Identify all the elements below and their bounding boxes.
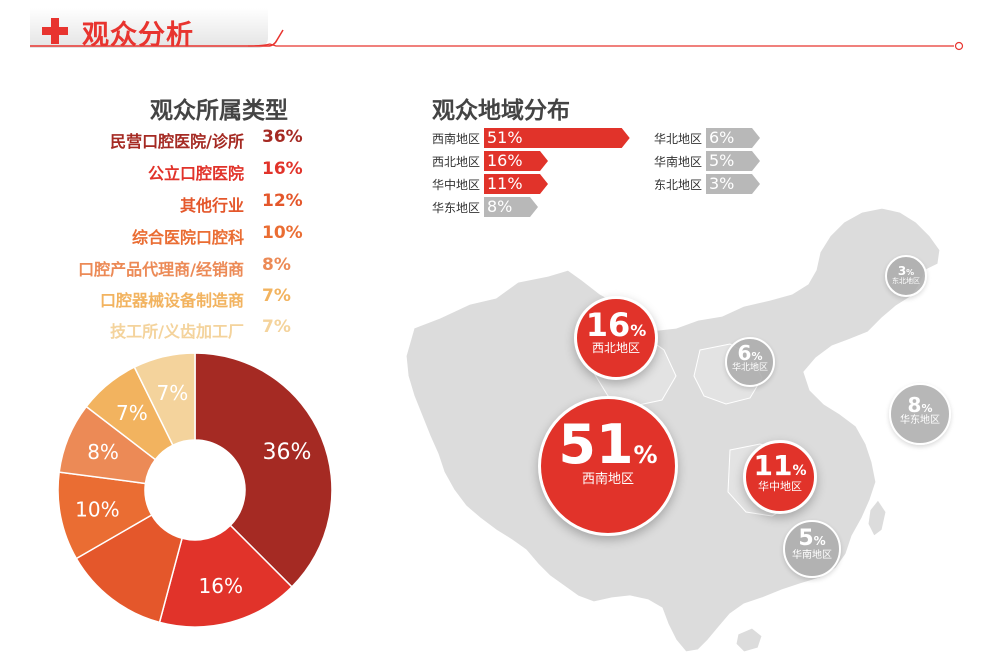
region-bar-value: 51%: [487, 128, 523, 147]
region-bubble: 5% 华南地区: [783, 520, 841, 578]
region-bar-label: 东北地区: [654, 178, 703, 192]
donut-slice: [133, 352, 196, 447]
type-label: 口腔产品代理商/经销商: [78, 260, 244, 279]
donut-slice: [194, 352, 333, 588]
region-bubble: 8% 华东地区: [889, 383, 951, 445]
donut-slice: [75, 513, 183, 624]
region-bar: [706, 151, 760, 171]
region-bubble-value: 5%: [798, 526, 826, 552]
donut-slice-label: 10%: [75, 497, 119, 521]
region-bar: [484, 174, 548, 194]
donut-slice-label: 7%: [157, 381, 189, 405]
page-title: 观众分析: [82, 20, 194, 51]
region-bubble-label: 西北地区: [591, 341, 640, 355]
region-bubble-label: 西南地区: [581, 471, 634, 487]
region-bubble: 3% 东北地区: [885, 255, 927, 297]
region-bar-label: 西南地区: [432, 132, 481, 146]
region-bar: [484, 128, 630, 148]
type-value: 7%: [262, 286, 291, 306]
region-bar-label: 华东地区: [432, 201, 481, 215]
region-bar: [706, 174, 760, 194]
region-bubble-value: 51%: [558, 412, 658, 476]
region-bubble-label: 华北地区: [731, 363, 768, 374]
region-bubble-value: 16%: [585, 306, 647, 344]
header-rule: [30, 29, 964, 51]
type-value: 12%: [262, 191, 303, 211]
region-bubble: 16% 西北地区: [574, 296, 658, 380]
donut-slice-label: 8%: [87, 440, 119, 464]
china-map: [405, 207, 941, 653]
section-header: 观众分析: [0, 0, 989, 60]
type-label: 技工所/义齿加工厂: [110, 322, 244, 341]
red-cross-icon: [42, 18, 68, 44]
region-bar: [484, 151, 548, 171]
region-bubble: 6% 华北地区: [725, 337, 775, 387]
donut-slice: [158, 524, 293, 628]
region-bubble-value: 8%: [907, 393, 933, 417]
type-label: 口腔器械设备制造商: [99, 291, 244, 310]
type-value: 8%: [262, 255, 291, 275]
type-value: 10%: [262, 223, 303, 243]
region-bar-value: 8%: [487, 197, 513, 216]
region-bar-value: 11%: [487, 174, 523, 193]
type-label: 民营口腔医院/诊所: [110, 132, 244, 151]
header-tab: [30, 8, 268, 48]
donut-slice-label: 16%: [199, 574, 243, 598]
region-bubble: 11% 华中地区: [743, 440, 817, 514]
region-bubble-label: 华东地区: [900, 415, 940, 426]
region-bubble-label: 华中地区: [758, 479, 802, 493]
region-bubble-label: 华南地区: [792, 550, 832, 562]
region-bubble-label: 东北地区: [892, 277, 920, 285]
region-bar-value: 5%: [709, 151, 735, 170]
type-label: 综合医院口腔科: [131, 228, 244, 247]
region-bar-label: 西北地区: [432, 155, 481, 169]
audience-type-title: 观众所属类型: [150, 98, 288, 124]
donut-slice-label: 36%: [262, 440, 311, 465]
type-value: 16%: [262, 159, 303, 179]
region-bar-value: 3%: [709, 174, 735, 193]
region-bubble-value: 11%: [753, 448, 807, 482]
region-title: 观众地域分布: [432, 98, 570, 124]
type-value: 36%: [262, 127, 303, 147]
region-bar: [484, 197, 538, 217]
region-bar-label: 华中地区: [432, 178, 481, 192]
type-label: 公立口腔医院: [147, 164, 244, 183]
region-bar: [706, 128, 760, 148]
type-label: 其他行业: [179, 196, 244, 215]
region-bubble: 51% 西南地区: [538, 396, 678, 536]
region-bar-label: 华北地区: [654, 132, 703, 146]
audience-type-donut-chart: 36% 16% 10% 8% 7% 7%: [57, 352, 333, 628]
region-bar-value: 6%: [709, 128, 735, 147]
region-bubble-value: 3%: [897, 264, 915, 278]
region-bar-label: 华南地区: [654, 155, 703, 169]
donut-slice-label: 7%: [116, 401, 148, 425]
type-value: 7%: [262, 317, 291, 337]
region-bar-value: 16%: [487, 151, 523, 170]
region-bubble-value: 6%: [737, 341, 763, 366]
